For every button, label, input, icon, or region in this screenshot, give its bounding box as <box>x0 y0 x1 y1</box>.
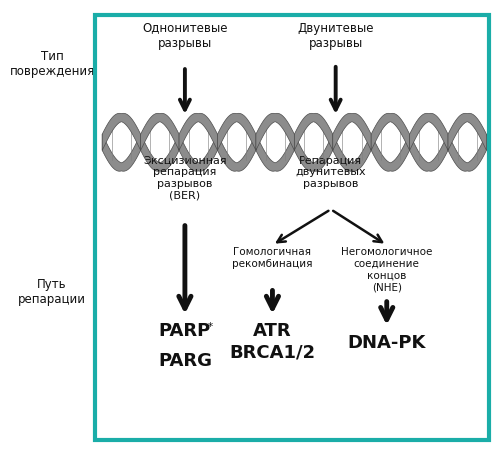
Text: Эксцизионная
репарация
разрывов
(BER): Эксцизионная репарация разрывов (BER) <box>143 156 226 201</box>
Polygon shape <box>218 113 256 150</box>
Polygon shape <box>140 134 179 171</box>
Polygon shape <box>102 113 141 150</box>
Text: Путь
репарации: Путь репарации <box>18 278 86 306</box>
Polygon shape <box>218 134 256 171</box>
Text: PARG: PARG <box>158 351 212 369</box>
Polygon shape <box>294 134 333 171</box>
Text: Гомологичная
рекомбинация: Гомологичная рекомбинация <box>232 248 312 269</box>
Text: Репарация
двунитевых
разрывов: Репарация двунитевых разрывов <box>296 156 366 189</box>
Polygon shape <box>179 134 218 171</box>
Polygon shape <box>140 113 179 150</box>
Text: Двунитевые
разрывы: Двунитевые разрывы <box>298 22 374 50</box>
Polygon shape <box>410 113 448 150</box>
Polygon shape <box>294 113 333 150</box>
Polygon shape <box>333 113 371 150</box>
Bar <box>95 15 489 440</box>
Polygon shape <box>448 113 486 150</box>
Text: Тип
повреждения: Тип повреждения <box>10 50 94 78</box>
Polygon shape <box>371 113 410 150</box>
Polygon shape <box>256 134 294 171</box>
Text: *: * <box>208 323 214 333</box>
Text: PARP: PARP <box>159 323 211 341</box>
Text: Однонитевые
разрывы: Однонитевые разрывы <box>142 22 228 50</box>
Polygon shape <box>256 113 294 150</box>
Polygon shape <box>371 134 410 171</box>
Polygon shape <box>333 134 371 171</box>
Polygon shape <box>410 134 448 171</box>
Text: DNA-PK: DNA-PK <box>348 334 426 352</box>
Polygon shape <box>448 134 486 171</box>
Polygon shape <box>102 134 141 171</box>
Polygon shape <box>179 113 218 150</box>
Text: ATR
BRCA1/2: ATR BRCA1/2 <box>230 323 316 361</box>
Text: Негомологичное
соединение
концов
(NHE): Негомологичное соединение концов (NHE) <box>341 248 432 292</box>
